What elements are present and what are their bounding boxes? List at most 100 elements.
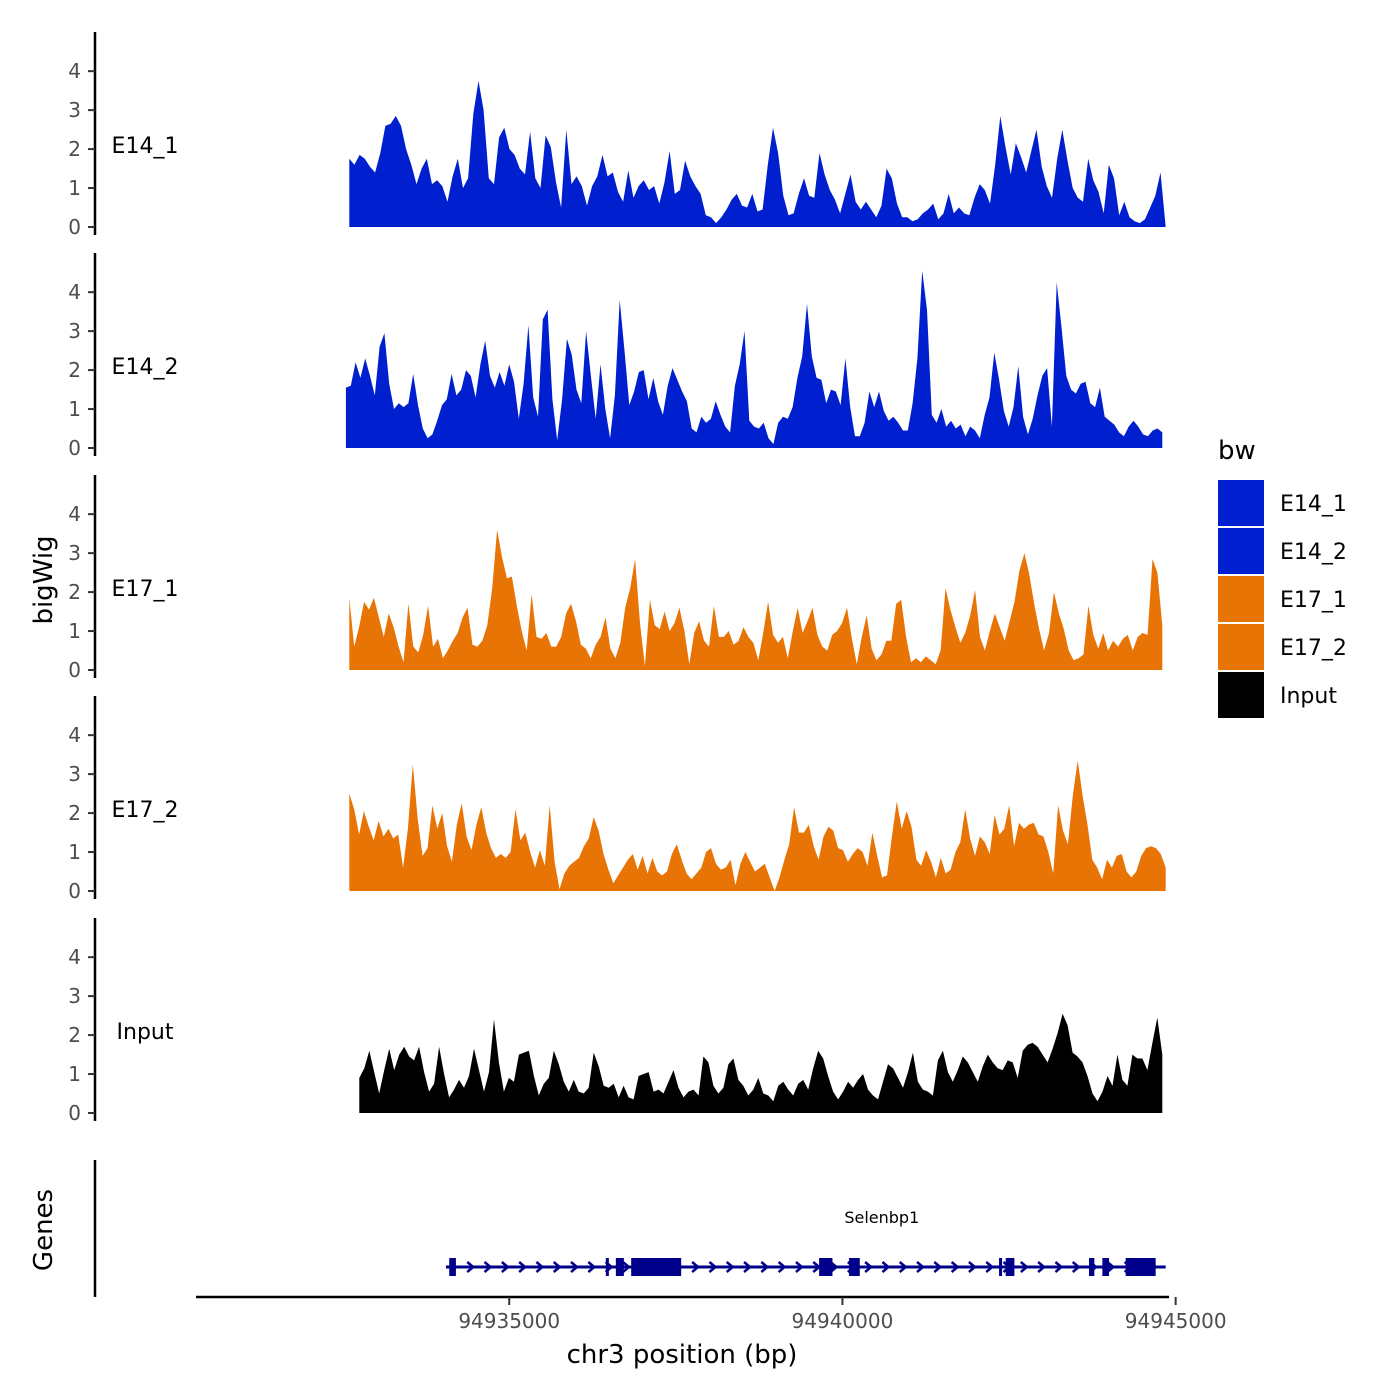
legend-swatch — [1218, 480, 1264, 526]
track-label: E17_2 — [112, 798, 179, 823]
strand-arrow — [743, 1261, 752, 1273]
y-tick-label: 1 — [68, 1062, 81, 1086]
strand-arrow — [1071, 1261, 1081, 1273]
strand-arrow — [777, 1261, 787, 1273]
x-tick-label: 94935000 — [458, 1309, 560, 1333]
genes-axis-title: Genes — [29, 1189, 59, 1271]
track-panel-e17-1: 0 1 2 3 4 E17_1 — [68, 475, 1163, 682]
strand-arrow — [725, 1261, 735, 1273]
y-tick-label: 0 — [68, 215, 81, 239]
strand-arrow — [1037, 1261, 1047, 1273]
track-label: E17_1 — [112, 577, 179, 602]
x-axis-title: chr3 position (bp) — [567, 1340, 798, 1370]
strand-arrow — [691, 1261, 701, 1273]
y-tick-label: 0 — [68, 1101, 81, 1125]
y-axis-title: bigWig — [29, 535, 59, 624]
y-tick-label: 3 — [68, 762, 81, 786]
gene-exon — [449, 1258, 456, 1276]
legend-entry-label: Input — [1280, 684, 1337, 709]
gene-exon — [615, 1258, 624, 1276]
strand-arrow — [587, 1261, 597, 1273]
y-tick-label: 1 — [68, 840, 81, 864]
strand-arrow — [760, 1261, 770, 1273]
strand-arrow — [1054, 1261, 1064, 1273]
x-axis: 94935000 94940000 94945000 — [196, 1295, 1227, 1333]
y-tick-label: 2 — [68, 580, 81, 604]
strand-arrow — [1020, 1261, 1029, 1273]
strand-arrow — [570, 1261, 579, 1273]
track-panel-e14-1: 0 1 2 3 4 E14_1 — [68, 32, 1166, 239]
gene-exon — [849, 1258, 860, 1276]
gene-exon — [1102, 1258, 1110, 1276]
y-tick-label: 1 — [68, 176, 81, 200]
strand-arrow — [864, 1261, 874, 1273]
coverage-area-input — [359, 1013, 1163, 1113]
gene-exon — [1125, 1258, 1156, 1276]
strand-arrow — [1106, 1261, 1116, 1273]
y-tick-label: 4 — [68, 723, 81, 747]
legend-title: bw — [1218, 436, 1256, 466]
y-tick-label: 1 — [68, 397, 81, 421]
track-label: E14_1 — [112, 134, 179, 159]
gene-exon — [605, 1258, 609, 1276]
track-panel-input: 0 1 2 3 4 Input — [68, 918, 1163, 1125]
gene-exon — [631, 1258, 682, 1276]
strand-arrow — [501, 1261, 510, 1273]
gene-name-label: Selenbp1 — [844, 1208, 919, 1227]
legend-swatch — [1218, 624, 1264, 670]
strand-arrow — [916, 1261, 925, 1273]
track-panel-e14-2: 0 1 2 3 4 E14_2 — [68, 253, 1163, 460]
gene-exon — [1005, 1258, 1015, 1276]
gene-exon — [1089, 1258, 1095, 1276]
y-tick-label: 2 — [68, 1023, 81, 1047]
gene-exon — [999, 1258, 1003, 1276]
y-tick-label: 4 — [68, 945, 81, 969]
y-tick-label: 4 — [68, 502, 81, 526]
legend-entry-label: E14_1 — [1280, 492, 1347, 517]
strand-arrow — [829, 1261, 839, 1273]
legend-swatch — [1218, 576, 1264, 622]
track-panel-e17-2: 0 1 2 3 4 E17_2 — [68, 696, 1166, 903]
coverage-area-e17-1 — [349, 529, 1163, 670]
strand-arrow — [950, 1261, 960, 1273]
legend-swatch — [1218, 672, 1264, 718]
y-tick-label: 0 — [68, 879, 81, 903]
strand-arrow — [933, 1261, 943, 1273]
signal-tracks: 0 1 2 3 4 E14_1 0 1 2 3 4 E14_2 0 1 2 3 4 E17_1 0 1 2 3 4 E17_2… — [68, 32, 1166, 1125]
track-label: Input — [117, 1020, 174, 1045]
y-tick-label: 3 — [68, 319, 81, 343]
x-tick-label: 94940000 — [792, 1309, 894, 1333]
legend-swatch — [1218, 528, 1264, 574]
coverage-area-e17-2 — [349, 760, 1166, 891]
strand-arrow — [795, 1261, 804, 1273]
coverage-area-e14-1 — [349, 80, 1166, 228]
coverage-area-e14-2 — [345, 270, 1163, 448]
strand-arrow — [898, 1261, 908, 1273]
y-tick-label: 2 — [68, 137, 81, 161]
y-tick-label: 3 — [68, 98, 81, 122]
strand-arrow — [985, 1261, 995, 1273]
strand-arrow — [622, 1261, 631, 1273]
legend: bw E14_1 E14_2 E17_1 E17_2 Input — [1218, 436, 1347, 718]
gene-exon — [819, 1258, 833, 1276]
y-tick-label: 0 — [68, 436, 81, 460]
strand-arrow — [483, 1261, 493, 1273]
y-tick-label: 1 — [68, 619, 81, 643]
strand-arrow — [881, 1261, 891, 1273]
y-tick-label: 3 — [68, 541, 81, 565]
strand-arrow — [518, 1261, 528, 1273]
y-tick-label: 3 — [68, 984, 81, 1008]
strand-arrow — [968, 1261, 977, 1273]
y-tick-label: 4 — [68, 280, 81, 304]
track-label: E14_2 — [112, 355, 179, 380]
strand-arrow — [552, 1261, 562, 1273]
y-tick-label: 4 — [68, 59, 81, 83]
x-tick-label: 94945000 — [1125, 1309, 1227, 1333]
y-tick-label: 0 — [68, 658, 81, 682]
gene-track: Selenbp1 — [93, 1160, 1166, 1297]
y-tick-label: 2 — [68, 358, 81, 382]
y-tick-label: 2 — [68, 801, 81, 825]
strand-arrow — [466, 1261, 476, 1273]
strand-arrow — [708, 1261, 718, 1273]
